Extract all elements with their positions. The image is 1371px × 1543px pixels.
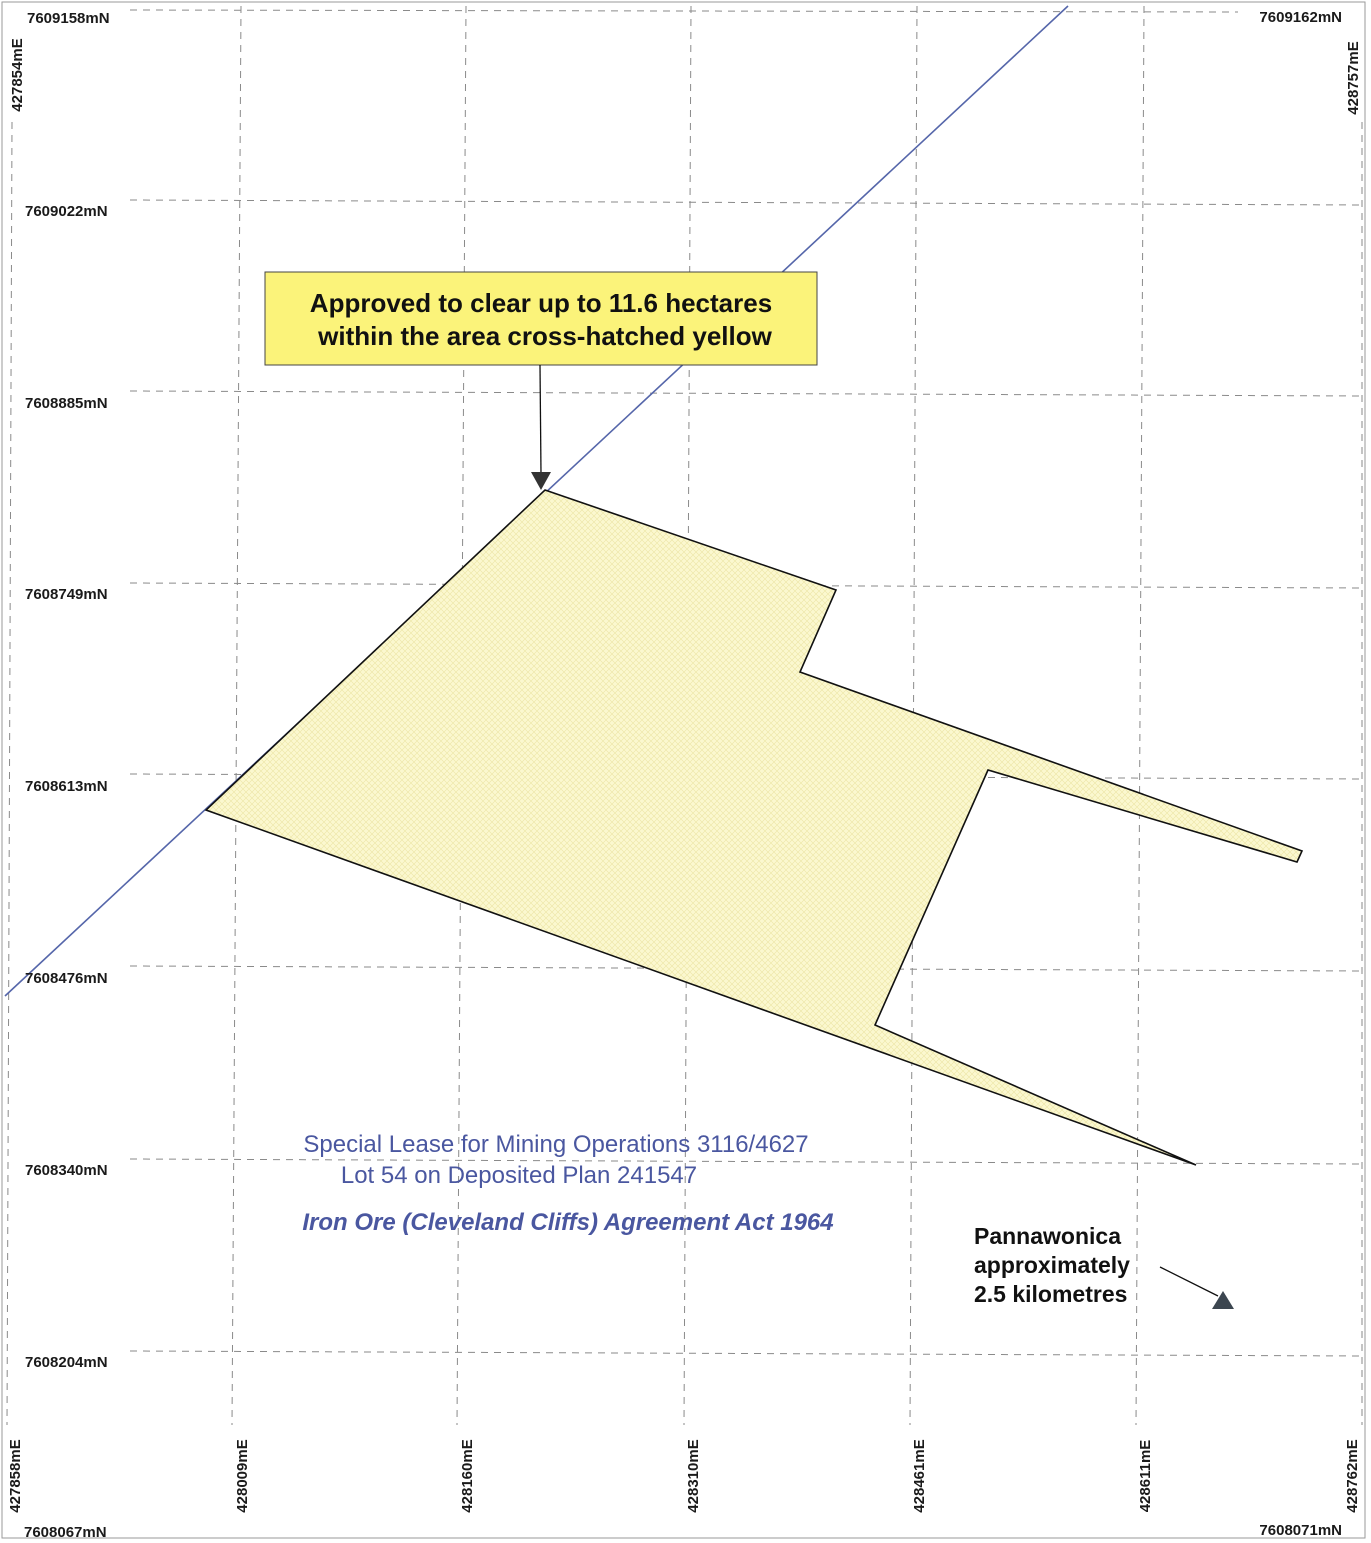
grid-line-h-7 xyxy=(129,1350,1363,1357)
lease-act: Iron Ore (Cleveland Cliffs) Agreement Ac… xyxy=(302,1209,833,1236)
pannawonica-distance-1: approximately xyxy=(974,1252,1130,1278)
pannawonica-distance-2: 2.5 kilometres xyxy=(974,1281,1127,1307)
northing-label: 7608749mN xyxy=(25,586,108,603)
corner-bottom-left-northing: 7608067mN xyxy=(24,1524,107,1541)
callout-arrow-line xyxy=(539,364,542,475)
lease-lot: Lot 54 on Deposited Plan 241547 xyxy=(341,1162,697,1189)
grid-line-h-6 xyxy=(129,1158,1363,1165)
easting-label: 428009mE xyxy=(234,1439,251,1512)
pannawonica-label: Pannawonica xyxy=(974,1223,1121,1249)
corner-top-right-easting: 428757mE xyxy=(1345,41,1362,114)
triangle-marker-icon xyxy=(1212,1291,1234,1309)
northing-label: 7608613mN xyxy=(25,778,108,795)
grid-line-h-2 xyxy=(129,390,1363,397)
lease-title: Special Lease for Mining Operations 3116… xyxy=(303,1131,808,1158)
corner-bottom-right-easting: 428762mE xyxy=(1344,1439,1361,1512)
northing-label: 7609022mN xyxy=(25,203,108,220)
callout-box xyxy=(264,271,818,366)
easting-label: 428310mE xyxy=(685,1439,702,1512)
grid-line-v-1 xyxy=(231,5,242,1426)
northing-label: 7608340mN xyxy=(25,1162,108,1179)
callout-arrow-head-icon xyxy=(531,472,551,490)
clearing-area xyxy=(204,489,1304,1166)
corner-top-left-northing: 7609158mN xyxy=(27,10,110,27)
grid-line-left xyxy=(6,121,13,1426)
northing-label: 7608204mN xyxy=(25,1354,108,1371)
corner-top-left-easting: 427854mE xyxy=(9,38,26,111)
easting-label: 428461mE xyxy=(911,1439,928,1512)
pannawonica-arrow-line xyxy=(1159,1266,1219,1297)
grid-line-v-3 xyxy=(683,5,692,1426)
grid-line-v-2 xyxy=(456,5,467,1426)
northing-label: 7608885mN xyxy=(25,395,108,412)
grid-line-v-5 xyxy=(1135,5,1145,1426)
easting-label: 428160mE xyxy=(459,1439,476,1512)
corner-top-right-northing: 7609162mN xyxy=(1259,9,1342,26)
corner-bottom-left-easting: 427858mE xyxy=(7,1439,24,1512)
corner-bottom-right-northing: 7608071mN xyxy=(1259,1522,1342,1539)
callout-line-2: within the area cross-hatched yellow xyxy=(317,321,772,351)
northing-label: 7608476mN xyxy=(25,970,108,987)
grid-line-top xyxy=(129,9,1239,13)
grid-line-v-4 xyxy=(909,5,918,1426)
grid-line-h-1 xyxy=(129,199,1363,206)
callout-line-1: Approved to clear up to 11.6 hectares xyxy=(310,288,772,318)
easting-label: 428611mE xyxy=(1137,1440,1154,1513)
